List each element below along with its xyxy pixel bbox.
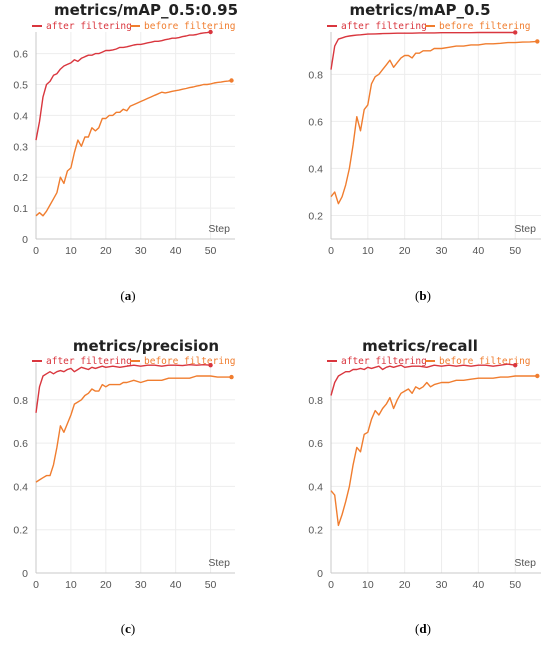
y-tick-label: 0.6 bbox=[13, 438, 28, 450]
y-tick-label: 0.2 bbox=[13, 525, 28, 537]
y-tick-label: 0.6 bbox=[308, 438, 323, 450]
y-tick-label: 0.6 bbox=[308, 116, 323, 128]
x-tick-label: 40 bbox=[473, 579, 485, 591]
series-end-marker bbox=[229, 374, 234, 380]
x-tick-label: 10 bbox=[362, 245, 374, 257]
legend-entry: before filtering bbox=[439, 356, 531, 367]
legend-entry: after filtering bbox=[46, 21, 132, 32]
x-tick-label: 40 bbox=[473, 245, 485, 257]
series-end-marker bbox=[535, 373, 540, 379]
y-tick-label: 0.2 bbox=[13, 172, 28, 184]
y-tick-label: 0.8 bbox=[13, 395, 28, 407]
x-tick-label: 30 bbox=[436, 579, 448, 591]
y-tick-label: 0.8 bbox=[308, 395, 323, 407]
series-end-marker bbox=[513, 30, 518, 35]
panel-caption: (d) bbox=[415, 621, 431, 636]
legend-entry: before filtering bbox=[144, 356, 236, 367]
y-tick-label: 0.4 bbox=[308, 163, 323, 175]
x-axis-label: Step bbox=[208, 557, 230, 569]
y-tick-label: 0 bbox=[317, 568, 323, 580]
series-line-before-filtering bbox=[330, 40, 538, 205]
x-tick-label: 20 bbox=[399, 579, 411, 591]
x-tick-label: 0 bbox=[328, 579, 334, 591]
series-end-marker bbox=[535, 39, 540, 44]
legend-entry: before filtering bbox=[439, 21, 531, 32]
x-axis-label: Step bbox=[514, 557, 536, 569]
x-axis-label: Step bbox=[514, 223, 536, 235]
chart-panel-a: 0 0.1 0.2 0.3 0.4 0.5 0.6 0 10 20 30 40 50 Step metric… bbox=[13, 1, 238, 303]
y-tick-label: 0 bbox=[22, 234, 28, 246]
legend-entry: after filtering bbox=[341, 21, 427, 32]
panel-caption: (c) bbox=[121, 621, 135, 636]
series-end-marker bbox=[208, 29, 213, 35]
x-tick-label: 0 bbox=[328, 245, 334, 257]
x-tick-label: 50 bbox=[205, 245, 217, 257]
y-tick-label: 0.2 bbox=[308, 210, 323, 222]
legend-entry: after filtering bbox=[341, 356, 427, 367]
chart-title: metrics/recall bbox=[362, 337, 478, 355]
x-tick-label: 20 bbox=[399, 245, 411, 257]
y-tick-label: 0.3 bbox=[13, 141, 28, 153]
series-line-before-filtering bbox=[35, 79, 232, 217]
x-tick-label: 20 bbox=[100, 245, 112, 257]
x-tick-label: 20 bbox=[100, 579, 112, 591]
x-tick-label: 50 bbox=[509, 245, 521, 257]
x-tick-label: 50 bbox=[205, 579, 217, 591]
panel-caption: (a) bbox=[120, 288, 135, 303]
y-tick-label: 0.2 bbox=[308, 525, 323, 537]
y-tick-label: 0.1 bbox=[13, 203, 28, 215]
chart-panel-c: 0 0.2 0.4 0.6 0.8 0 10 20 30 40 50 Step metrics/prec… bbox=[13, 337, 235, 636]
series-line-after-filtering bbox=[35, 31, 211, 141]
x-tick-label: 50 bbox=[509, 579, 521, 591]
x-tick-label: 0 bbox=[33, 245, 39, 257]
chart-title: metrics/mAP_0.5:0.95 bbox=[54, 1, 238, 19]
x-tick-label: 0 bbox=[33, 579, 39, 591]
x-tick-label: 30 bbox=[135, 245, 147, 257]
chart-panel-b: 0.2 0.4 0.6 0.8 0 10 20 30 40 50 Step metrics/mAP_0… bbox=[308, 1, 541, 303]
panel-caption: (b) bbox=[415, 288, 431, 303]
x-tick-label: 10 bbox=[362, 579, 374, 591]
x-tick-label: 40 bbox=[170, 579, 182, 591]
x-tick-label: 30 bbox=[135, 579, 147, 591]
series-line-after-filtering bbox=[35, 364, 211, 413]
x-tick-label: 10 bbox=[65, 579, 77, 591]
x-tick-label: 40 bbox=[170, 245, 182, 257]
legend-entry: after filtering bbox=[46, 356, 132, 367]
series-line-before-filtering bbox=[330, 375, 538, 527]
series-line-after-filtering bbox=[330, 363, 516, 396]
y-tick-label: 0.8 bbox=[308, 69, 323, 81]
x-tick-label: 10 bbox=[65, 245, 77, 257]
series-end-marker bbox=[208, 362, 213, 368]
chart-title: metrics/precision bbox=[73, 337, 219, 355]
y-tick-label: 0.6 bbox=[13, 49, 28, 61]
series-end-marker bbox=[513, 362, 518, 368]
series-line-before-filtering bbox=[35, 375, 232, 483]
x-axis-label: Step bbox=[208, 223, 230, 235]
chart-title: metrics/mAP_0.5 bbox=[349, 1, 490, 19]
chart-panel-d: 0 0.2 0.4 0.6 0.8 0 10 20 30 40 50 Step metrics/reca… bbox=[308, 337, 541, 636]
y-tick-label: 0.4 bbox=[308, 481, 323, 493]
series-end-marker bbox=[229, 78, 234, 83]
y-tick-label: 0 bbox=[22, 568, 28, 580]
y-tick-label: 0.5 bbox=[13, 80, 28, 92]
y-tick-label: 0.4 bbox=[13, 481, 28, 493]
legend-entry: before filtering bbox=[144, 21, 236, 32]
series-line-after-filtering bbox=[330, 31, 516, 70]
y-tick-label: 0.4 bbox=[13, 110, 28, 122]
x-tick-label: 30 bbox=[436, 245, 448, 257]
